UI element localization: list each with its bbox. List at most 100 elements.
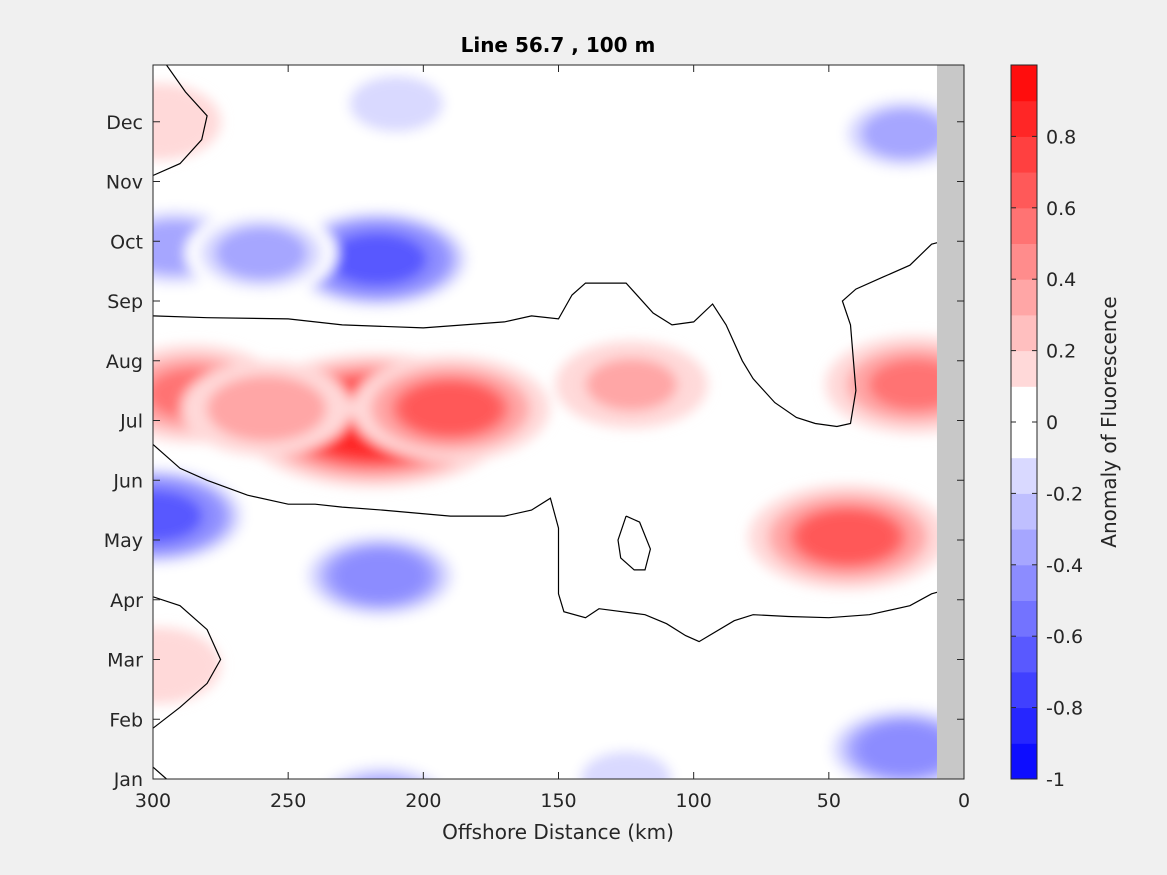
positive-anomaly [181,361,352,456]
anomaly-level [327,232,427,286]
anomaly-level [857,723,952,776]
colorbar-bands [1011,65,1037,780]
anomaly-level [333,549,428,602]
colorbar-band [1011,314,1037,352]
anomaly-level [580,751,672,779]
colorbar-band [1011,65,1037,102]
land-mask [936,65,964,779]
y-tick-label: Feb [109,709,143,731]
zero-contour-lines [153,65,943,779]
colorbar-tick-label: -0.6 [1046,626,1083,648]
negative-anomaly [819,701,964,779]
positive-anomaly [748,484,947,590]
x-tick-label: 0 [958,790,970,812]
colorbar-band [1011,529,1037,566]
positive-anomaly [351,355,550,462]
zero-contour [153,766,167,779]
positive-anomaly [153,83,221,160]
colorbar-tick-label: 0.6 [1046,198,1076,220]
negative-anomaly [560,739,692,779]
anomaly-level [153,627,221,704]
colorbar-band [1011,636,1037,673]
anomaly-field [153,65,964,779]
x-tick-label: 250 [270,790,306,812]
y-tick-label: Dec [106,112,143,134]
colorbar-tick-label: 0.2 [1046,341,1076,363]
y-tick-label: Mar [107,650,143,672]
colorbar-band [1011,743,1037,780]
x-tick-label: 100 [676,790,712,812]
anomaly-level [153,83,221,160]
colorbar-tick-label: 0 [1046,412,1058,434]
colorbar-band [1011,564,1037,601]
anomaly-level [861,108,948,159]
y-tick-label: Oct [110,231,143,253]
y-axis-ticks: Jan Feb Mar Apr May Jun Jul Aug Sep Oct Nov Dec [104,112,964,791]
zero-contour [153,240,943,428]
y-tick-label: Jul [119,411,143,433]
y-tick-label: Nov [106,172,143,194]
colorbar-band [1011,100,1037,137]
colorbar-band [1011,457,1037,494]
colorbar-band [1011,243,1037,280]
zero-contour [153,443,943,643]
anomaly-level [798,510,898,564]
anomaly-blobs [153,65,964,779]
chart-title: Line 56.7 , 100 m [461,33,656,57]
negative-anomaly [294,528,466,624]
plot-area: 300 250 200 150 100 50 0 Jan Feb Mar Apr May Jun Jul… [104,64,970,812]
x-tick-label: 50 [817,790,841,812]
colorbar-band [1011,422,1037,459]
zero-contour [617,515,652,571]
y-tick-label: Jan [113,769,143,791]
colorbar-band [1011,671,1037,709]
x-tick-label: 200 [405,790,441,812]
colorbar-band [1011,707,1037,744]
colorbar-band [1011,172,1037,209]
colorbar-band [1011,493,1037,530]
colorbar-band [1011,136,1037,173]
negative-anomaly [278,206,477,312]
anomaly-level [153,489,203,543]
colorbar-band [1011,207,1037,244]
positive-anomaly [555,341,708,429]
colorbar: -1 -0.8 -0.6 -0.4 -0.2 0 0.2 0.4 0.6 0.8 Anomaly … [1010,64,1121,791]
y-tick-label: May [104,530,143,552]
colorbar-tick-label: -0.4 [1046,555,1083,577]
colorbar-tick-label: 0.4 [1046,269,1076,291]
anomaly-level [215,227,307,280]
negative-anomaly [314,757,452,779]
colorbar-band [1011,386,1037,423]
x-tick-label: 300 [135,790,171,812]
zero-contour [153,65,208,177]
colorbar-label: Anomaly of Fluorescence [1097,296,1121,547]
y-tick-label: Aug [106,351,143,373]
anomaly-level [585,358,678,411]
anomaly-level [400,382,500,435]
anomaly-level [359,775,407,779]
y-tick-label: Jun [112,470,143,492]
colorbar-tick-label: 0.8 [1046,126,1076,148]
colorbar-band [1011,350,1037,387]
colorbar-tick-label: -0.2 [1046,483,1083,505]
negative-anomaly [184,209,338,297]
colorbar-tick-label: -0.8 [1046,698,1083,720]
x-axis-label: Offshore Distance (km) [442,820,674,844]
x-axis-ticks: 300 250 200 150 100 50 0 [135,65,970,812]
anomaly-level [219,382,314,435]
y-tick-label: Apr [110,590,143,612]
colorbar-band [1011,600,1037,637]
x-tick-label: 150 [540,790,576,812]
colorbar-band [1011,279,1037,316]
colorbar-ticks: -1 -0.8 -0.6 -0.4 -0.2 0 0.2 0.4 0.6 0.8 [1011,126,1083,791]
positive-anomaly [153,627,221,704]
zero-contour [153,596,222,729]
y-tick-label: Sep [107,291,143,313]
negative-anomaly [832,91,964,176]
negative-anomaly [329,65,464,144]
colorbar-tick-label: -1 [1046,769,1065,791]
positive-anomaly [825,335,964,434]
anomaly-level [349,75,444,132]
negative-anomaly [153,463,253,569]
